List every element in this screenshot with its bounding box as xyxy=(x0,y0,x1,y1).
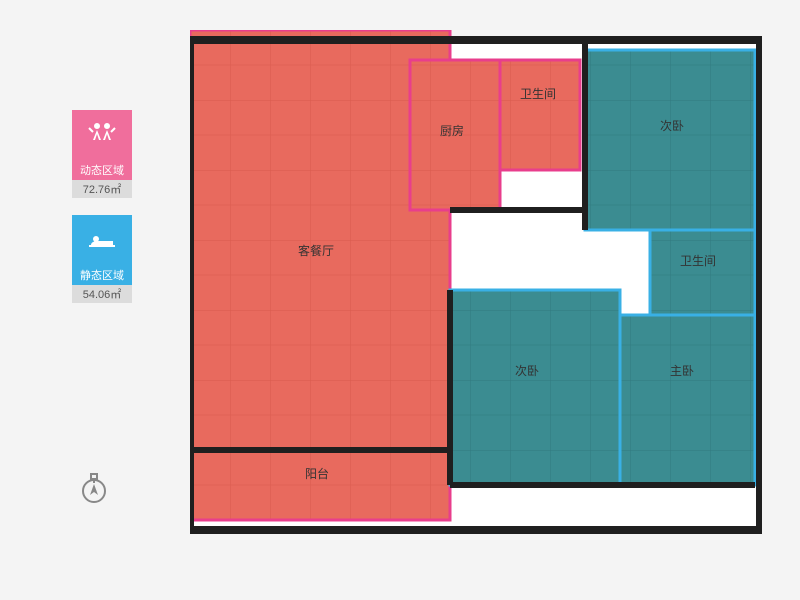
room-label: 阳台 xyxy=(305,466,329,481)
room-label: 卫生间 xyxy=(680,254,716,268)
legend-dynamic-value: 72.76㎡ xyxy=(72,180,132,198)
sleep-icon xyxy=(72,215,132,265)
room-bath2 xyxy=(650,230,755,315)
room-bed2b xyxy=(450,290,620,485)
compass-icon xyxy=(76,470,112,511)
legend-static-value: 54.06㎡ xyxy=(72,285,132,303)
room-label: 客餐厅 xyxy=(298,243,334,258)
room-label: 卫生间 xyxy=(520,87,556,101)
legend-dynamic-title: 动态区域 xyxy=(72,160,132,180)
room-label: 厨房 xyxy=(440,123,464,138)
legend-dynamic: 动态区域 72.76㎡ xyxy=(72,110,132,198)
legend-static-title: 静态区域 xyxy=(72,265,132,285)
room-bath1 xyxy=(500,60,580,170)
room-label: 次卧 xyxy=(660,119,684,133)
canvas: { "background_color": "#f4f4f4", "legend… xyxy=(0,0,800,600)
room-bed2a xyxy=(585,50,755,230)
room-balcony xyxy=(190,450,450,520)
legend-static: 静态区域 54.06㎡ xyxy=(72,215,132,303)
floor-plan: 客餐厅厨房卫生间次卧卫生间次卧主卧阳台 xyxy=(190,30,762,560)
room-bed1 xyxy=(620,315,755,485)
room-label: 次卧 xyxy=(515,364,539,378)
room-label: 主卧 xyxy=(670,364,694,378)
people-icon xyxy=(72,110,132,160)
